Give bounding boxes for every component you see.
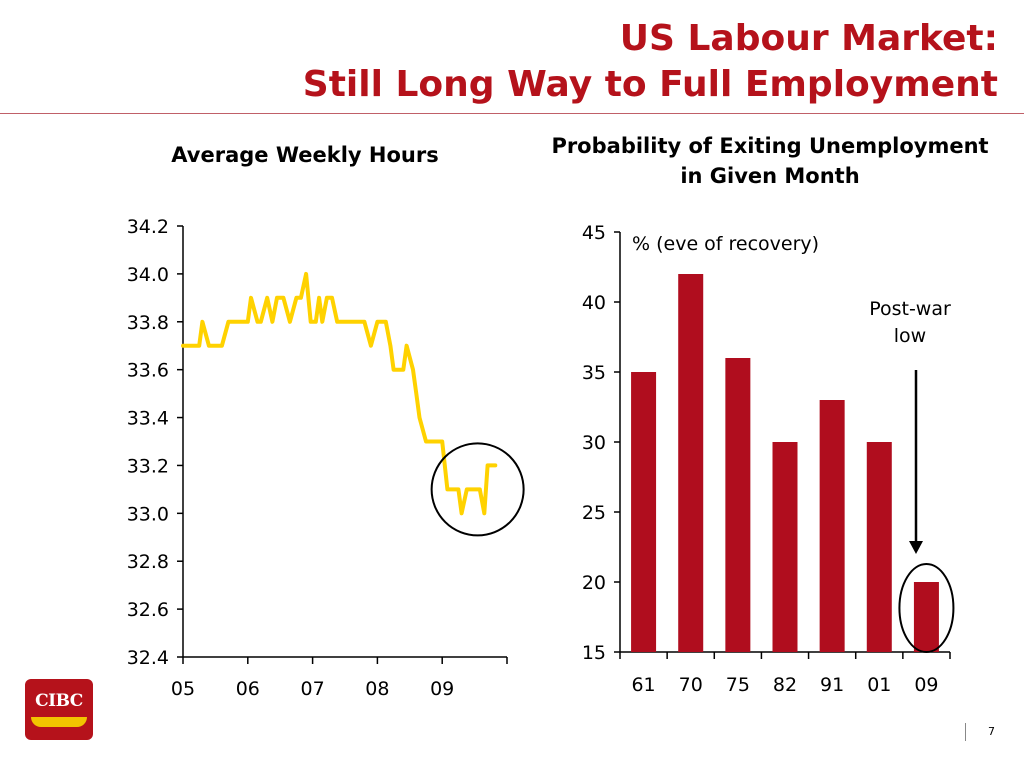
x-tick-label: 91 [820, 674, 844, 696]
y-tick-label: 33.0 [127, 503, 169, 525]
y-tick-label: 32.4 [127, 647, 169, 669]
y-tick-label: 40 [582, 292, 606, 314]
weekly-hours-series-line [181, 271, 498, 516]
slide-title-line-2: Still Long Way to Full Employment [302, 64, 998, 105]
x-tick-label: 61 [631, 674, 655, 696]
cibc-logo-swoosh [31, 717, 87, 727]
x-tick-label: 70 [679, 674, 703, 696]
weekly-hours-line-chart: 32.4 32.6 32.8 33.0 33.2 33.4 33.6 33.8 34.0 34.2… [127, 216, 525, 700]
y-tick-label: 15 [582, 642, 606, 664]
highlight-circle [898, 563, 955, 653]
callout-label-line-1: Post-war [869, 298, 951, 320]
bar-61 [631, 372, 657, 652]
x-tick-label: 07 [301, 678, 325, 700]
slide-title-line-1: US Labour Market: [619, 18, 998, 59]
y-tick-label: 25 [582, 502, 606, 524]
bar-09 [913, 582, 939, 652]
x-tick-label: 09 [430, 678, 454, 700]
bar-82 [772, 442, 798, 652]
cibc-logo-text: CIBC [35, 691, 83, 711]
x-tick-label: 82 [773, 674, 797, 696]
y-tick-label: 34.0 [127, 264, 169, 286]
y-tick-label: 32.6 [127, 599, 169, 621]
y-tick-label: 20 [582, 572, 606, 594]
y-tick-label: 30 [582, 432, 606, 454]
y-tick-label: 32.8 [127, 551, 169, 573]
callout-label-line-2: low [894, 325, 926, 347]
y-tick-label: 33.6 [127, 360, 169, 382]
x-tick-label: 01 [867, 674, 891, 696]
x-tick-label: 05 [171, 678, 195, 700]
x-tick-label: 08 [365, 678, 389, 700]
title-divider [0, 113, 1024, 114]
cibc-logo: CIBC [25, 679, 93, 740]
bar-91 [819, 400, 845, 652]
x-tick-label: 06 [236, 678, 260, 700]
page-number: 7 [988, 725, 995, 738]
units-annotation: % (eve of recovery) [632, 233, 819, 255]
highlight-circle [430, 442, 525, 537]
y-tick-label: 45 [582, 222, 606, 244]
right-chart-title: Probability of Exiting Unemployment in G… [551, 134, 989, 188]
bar-01 [866, 442, 892, 652]
y-tick-label: 33.4 [127, 408, 169, 430]
y-tick-label: 35 [582, 362, 606, 384]
bar-75 [725, 358, 751, 652]
footer-divider [965, 723, 966, 741]
bar-70 [678, 274, 704, 652]
y-tick-label: 34.2 [127, 216, 169, 238]
exit-probability-bar-chart: 15 20 25 30 35 40 45 61 70 75 82 91 01 09 % (eve of re… [582, 222, 955, 696]
y-tick-label: 33.2 [127, 455, 169, 477]
left-chart-title: Average Weekly Hours [171, 143, 439, 167]
x-tick-label: 09 [914, 674, 938, 696]
x-tick-label: 75 [726, 674, 750, 696]
y-tick-label: 33.8 [127, 312, 169, 334]
callout-arrow-head [909, 541, 923, 554]
